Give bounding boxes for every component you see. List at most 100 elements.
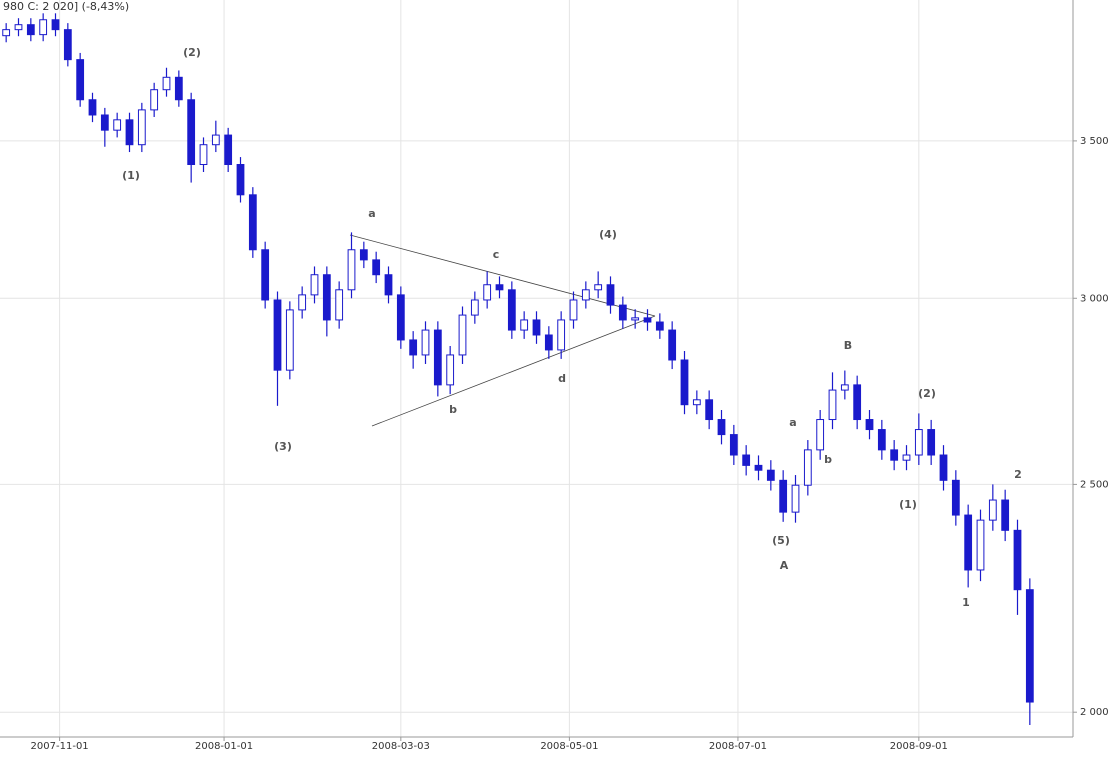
candle-body — [113, 119, 122, 131]
candle-body — [199, 144, 208, 166]
candle-body — [347, 249, 356, 291]
candle-body — [692, 399, 701, 406]
candle-body — [643, 317, 652, 323]
wave-label: B — [844, 339, 852, 352]
candle-body — [803, 449, 812, 486]
candle-body — [39, 19, 48, 36]
candle-body — [717, 419, 726, 436]
candle-body — [840, 384, 849, 391]
candle-body — [88, 99, 97, 116]
candle-body — [2, 29, 11, 37]
candle-body — [236, 164, 245, 196]
candle-body — [816, 419, 825, 451]
candle-body — [1001, 499, 1010, 531]
candle-body — [766, 469, 775, 481]
y-tick-label: 2 500 — [1080, 479, 1109, 490]
candle-body — [409, 339, 418, 356]
wave-label: b — [449, 403, 457, 416]
candle-body — [137, 109, 146, 146]
wave-label: (1) — [122, 169, 140, 182]
chart-title: 980 C: 2 020] (-8,43%) — [3, 0, 129, 13]
candle-body — [1025, 589, 1034, 703]
candle-body — [470, 299, 479, 316]
x-tick-label: 2008-07-01 — [709, 741, 767, 752]
candle-body — [890, 449, 899, 461]
candle-body — [606, 284, 615, 306]
candle-body — [421, 329, 430, 356]
x-tick-label: 2008-03-03 — [372, 741, 430, 752]
candle-body — [359, 249, 368, 261]
y-tick-label: 3 000 — [1080, 293, 1109, 304]
candle-body — [14, 24, 23, 31]
candle-body — [458, 314, 467, 356]
candle-body — [211, 134, 220, 146]
candle-body — [285, 309, 294, 371]
candle-body — [618, 304, 627, 321]
wave-label: 2 — [1014, 468, 1022, 481]
candle-body — [396, 294, 405, 341]
candle-body — [507, 289, 516, 331]
candle-body — [544, 334, 553, 351]
candle-body — [791, 484, 800, 513]
wave-label: b — [824, 453, 832, 466]
trend-line — [349, 234, 656, 317]
candle-body — [446, 354, 455, 386]
candle-body — [951, 479, 960, 516]
candle-body — [976, 519, 985, 571]
wave-label: c — [493, 248, 500, 261]
candle-body — [187, 99, 196, 166]
candle-body — [26, 24, 35, 36]
x-tick-label: 2007-11-01 — [31, 741, 89, 752]
candle-body — [828, 389, 837, 421]
candle-body — [532, 319, 541, 336]
candle-body — [310, 274, 319, 296]
candle-body — [668, 329, 677, 361]
candle-body — [63, 29, 72, 61]
candle-body — [853, 384, 862, 421]
y-tick-label: 2 000 — [1080, 707, 1109, 718]
wave-label: (3) — [274, 440, 292, 453]
x-tick-label: 2008-09-01 — [890, 741, 948, 752]
candle-body — [174, 76, 183, 101]
candle-body — [902, 454, 911, 461]
candle-body — [1013, 529, 1022, 591]
candle-body — [51, 19, 60, 31]
candle-body — [495, 284, 504, 291]
candle-body — [779, 479, 788, 513]
y-tick-label: 3 500 — [1080, 136, 1109, 147]
candle-body — [594, 284, 603, 291]
wave-label: (2) — [918, 387, 936, 400]
candle-body — [914, 429, 923, 456]
candle-body — [742, 454, 751, 466]
candle-body — [335, 289, 344, 321]
x-tick-label: 2008-01-01 — [195, 741, 253, 752]
candle-body — [557, 319, 566, 351]
candle-body — [927, 429, 936, 456]
candle-body — [680, 359, 689, 406]
candle-body — [372, 259, 381, 276]
candle-body — [322, 274, 331, 321]
candle-body — [729, 434, 738, 456]
candle-body — [877, 429, 886, 451]
candle-body — [581, 289, 590, 301]
wave-label: 1 — [962, 596, 970, 609]
x-tick-label: 2008-05-01 — [540, 741, 598, 752]
wave-label: (5) — [772, 534, 790, 547]
candle-body — [655, 321, 664, 331]
candle-body — [224, 134, 233, 166]
wave-label: a — [789, 416, 796, 429]
candle-body — [100, 114, 109, 131]
candle-body — [754, 464, 763, 471]
candle-body — [298, 294, 307, 311]
wave-label: a — [368, 207, 375, 220]
candle-body — [150, 89, 159, 111]
wave-label: A — [780, 559, 789, 572]
candle-body — [76, 59, 85, 101]
wave-label: (1) — [899, 498, 917, 511]
wave-label: (4) — [599, 228, 617, 241]
candle-body — [162, 76, 171, 91]
candle-body — [520, 319, 529, 331]
candle-body — [433, 329, 442, 386]
candle-body — [273, 299, 282, 371]
